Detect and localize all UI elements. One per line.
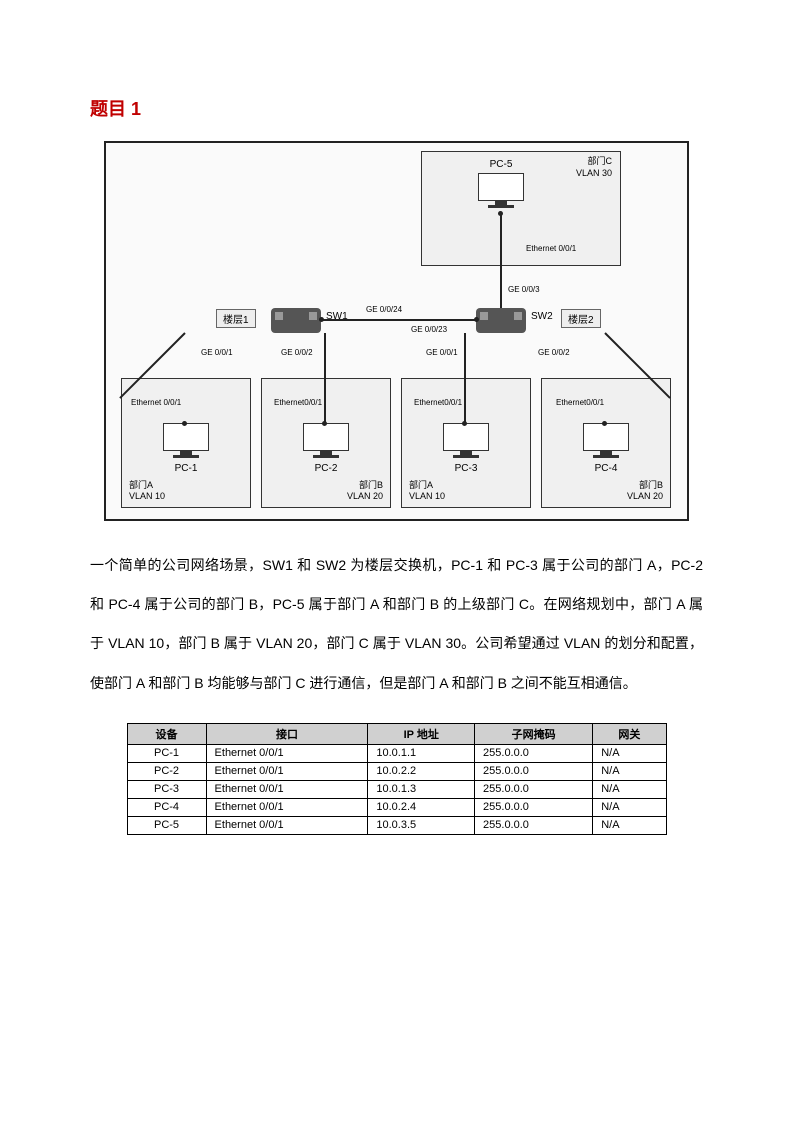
table-cell: N/A <box>593 798 666 816</box>
table-cell: PC-3 <box>127 780 206 798</box>
dept-a1-label: 部门AVLAN 10 <box>125 478 169 505</box>
th-ip: IP 地址 <box>368 723 475 744</box>
pc2-eth: Ethernet0/0/1 <box>274 398 322 407</box>
table-row: PC-4Ethernet 0/0/110.0.2.4255.0.0.0N/A <box>127 798 666 816</box>
table-cell: N/A <box>593 780 666 798</box>
pc3: PC-3 <box>441 423 491 463</box>
table-cell: 10.0.1.3 <box>368 780 475 798</box>
sw2-ge001: GE 0/0/1 <box>426 348 458 357</box>
dept-a2-label: 部门AVLAN 10 <box>405 478 449 505</box>
table-cell: 255.0.0.0 <box>475 816 593 834</box>
dept-c-label: 部门CVLAN 30 <box>572 154 616 181</box>
table-header-row: 设备 接口 IP 地址 子网掩码 网关 <box>127 723 666 744</box>
floor2-label: 楼层2 <box>561 309 601 328</box>
description-text: 一个简单的公司网络场景，SW1 和 SW2 为楼层交换机，PC-1 和 PC-3… <box>90 546 703 703</box>
th-interface: 接口 <box>206 723 368 744</box>
ge003: GE 0/0/3 <box>508 285 540 294</box>
table-row: PC-5Ethernet 0/0/110.0.3.5255.0.0.0N/A <box>127 816 666 834</box>
switch-sw2 <box>476 308 526 333</box>
ge-0023: GE 0/0/23 <box>411 325 447 334</box>
table-cell: Ethernet 0/0/1 <box>206 762 368 780</box>
table-cell: PC-2 <box>127 762 206 780</box>
network-diagram: 部门CVLAN 30 PC-5 Ethernet 0/0/1 SW1 楼层1 S… <box>104 141 689 521</box>
dept-b2-label: 部门BVLAN 20 <box>623 478 667 505</box>
table-cell: 10.0.1.1 <box>368 744 475 762</box>
table-cell: 10.0.2.4 <box>368 798 475 816</box>
table-cell: 255.0.0.0 <box>475 762 593 780</box>
table-cell: N/A <box>593 816 666 834</box>
table-cell: PC-5 <box>127 816 206 834</box>
pc5: PC-5 <box>476 173 526 213</box>
table-cell: 255.0.0.0 <box>475 780 593 798</box>
table-cell: 10.0.3.5 <box>368 816 475 834</box>
table-cell: PC-4 <box>127 798 206 816</box>
table-cell: Ethernet 0/0/1 <box>206 780 368 798</box>
sw2-ge002: GE 0/0/2 <box>538 348 570 357</box>
table-cell: PC-1 <box>127 744 206 762</box>
table-cell: 10.0.2.2 <box>368 762 475 780</box>
th-mask: 子网掩码 <box>475 723 593 744</box>
th-device: 设备 <box>127 723 206 744</box>
sw1-ge002: GE 0/0/2 <box>281 348 313 357</box>
question-title: 题目 1 <box>90 95 703 121</box>
sw2-label: SW2 <box>531 311 553 322</box>
table-cell: Ethernet 0/0/1 <box>206 816 368 834</box>
pc4: PC-4 <box>581 423 631 463</box>
switch-sw1 <box>271 308 321 333</box>
table-row: PC-1Ethernet 0/0/110.0.1.1255.0.0.0N/A <box>127 744 666 762</box>
th-gateway: 网关 <box>593 723 666 744</box>
table-cell: Ethernet 0/0/1 <box>206 798 368 816</box>
table-cell: N/A <box>593 744 666 762</box>
pc1-eth: Ethernet 0/0/1 <box>131 398 181 407</box>
dept-b1-label: 部门BVLAN 20 <box>343 478 387 505</box>
table-row: PC-2Ethernet 0/0/110.0.2.2255.0.0.0N/A <box>127 762 666 780</box>
sw1-ge001: GE 0/0/1 <box>201 348 233 357</box>
table-cell: Ethernet 0/0/1 <box>206 744 368 762</box>
pc3-eth: Ethernet0/0/1 <box>414 398 462 407</box>
pc2: PC-2 <box>301 423 351 463</box>
table-cell: 255.0.0.0 <box>475 798 593 816</box>
table-row: PC-3Ethernet 0/0/110.0.1.3255.0.0.0N/A <box>127 780 666 798</box>
pc1: PC-1 <box>161 423 211 463</box>
ip-config-table: 设备 接口 IP 地址 子网掩码 网关 PC-1Ethernet 0/0/110… <box>127 723 667 835</box>
pc4-eth: Ethernet0/0/1 <box>556 398 604 407</box>
table-cell: 255.0.0.0 <box>475 744 593 762</box>
ge-0024: GE 0/0/24 <box>366 305 402 314</box>
table-cell: N/A <box>593 762 666 780</box>
pc5-port: Ethernet 0/0/1 <box>526 244 576 253</box>
floor1-label: 楼层1 <box>216 309 256 328</box>
